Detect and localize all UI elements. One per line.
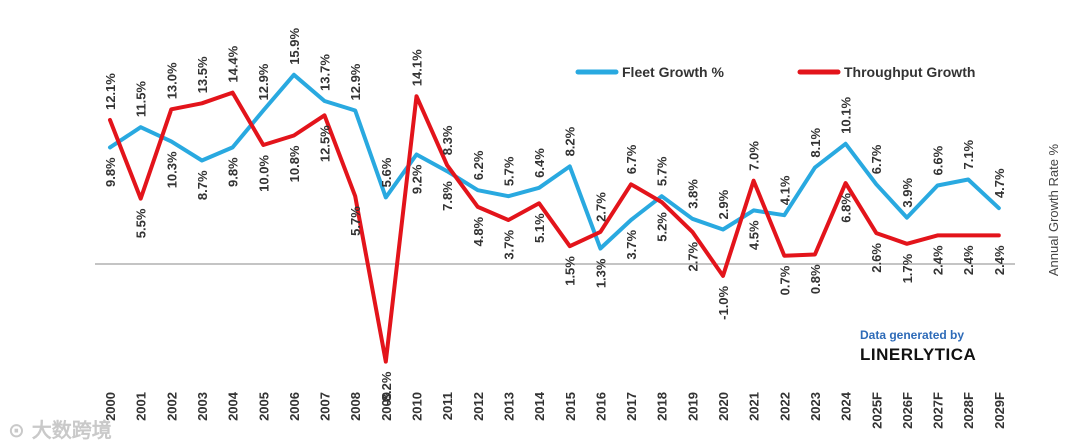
- throughput-data-label: 6.7%: [624, 144, 639, 174]
- fleet-data-label: 12.9%: [348, 63, 363, 100]
- x-tick-label: 2023: [808, 392, 823, 421]
- x-tick-label: 2027F: [931, 392, 946, 429]
- x-tick-label: 2017: [624, 392, 639, 421]
- fleet-data-label: 4.5%: [747, 220, 762, 250]
- throughput-data-label: 2.7%: [593, 192, 608, 222]
- throughput-data-label: 10.8%: [287, 145, 302, 182]
- fleet-data-label: 3.9%: [900, 178, 915, 208]
- x-tick-label: 2005: [256, 392, 271, 421]
- y-axis-label: Annual Growth Rate %: [1046, 143, 1061, 276]
- throughput-growth-line: [108, 90, 1001, 364]
- fleet-data-label: 2.9%: [716, 189, 731, 219]
- throughput-data-label: 2.4%: [931, 245, 946, 275]
- throughput-data-label: 1.5%: [563, 256, 578, 286]
- throughput-data-label: 1.7%: [900, 253, 915, 283]
- throughput-data-label: 5.2%: [655, 212, 670, 242]
- fleet-data-label: 5.7%: [501, 156, 516, 186]
- fleet-data-label: 9.8%: [226, 157, 241, 187]
- x-tick-label: 2021: [747, 392, 762, 421]
- x-tick-label: 2016: [593, 392, 608, 421]
- throughput-data-label: 5.1%: [532, 213, 547, 243]
- x-tick-label: 2003: [195, 392, 210, 421]
- fleet-data-label: 5.7%: [655, 156, 670, 186]
- x-tick-label: 2000: [103, 392, 118, 421]
- throughput-data-label: 2.4%: [961, 245, 976, 275]
- fleet-data-label: 4.1%: [777, 175, 792, 205]
- x-tick-label: 2012: [471, 392, 486, 421]
- throughput-data-label: 6.8%: [839, 193, 854, 223]
- throughput-data-label: 5.7%: [348, 206, 363, 236]
- legend-fleet-label: Fleet Growth %: [622, 64, 724, 80]
- fleet-data-label: 3.7%: [624, 230, 639, 260]
- fleet-data-label: 9.2%: [410, 164, 425, 194]
- x-tick-label: 2008: [348, 392, 363, 421]
- credit-caption: Data generated by: [860, 328, 965, 342]
- fleet-data-label: 6.7%: [869, 144, 884, 174]
- throughput-data-label: 14.4%: [226, 45, 241, 82]
- x-tick-label: 2001: [134, 392, 149, 421]
- x-tick-label: 2007: [318, 392, 333, 421]
- fleet-data-label: 1.3%: [593, 258, 608, 288]
- throughput-data-label: 4.8%: [471, 216, 486, 246]
- credit-brand: LINERLYTICA: [860, 345, 977, 364]
- throughput-data-label: 0.7%: [777, 265, 792, 295]
- throughput-data-label: 2.6%: [869, 243, 884, 273]
- legend-throughput-label: Throughput Growth: [844, 64, 975, 80]
- throughput-data-label: -1.0%: [716, 285, 731, 319]
- throughput-data-label: 0.8%: [808, 264, 823, 294]
- x-tick-label: 2028F: [961, 392, 976, 429]
- throughput-data-label: 3.7%: [501, 230, 516, 260]
- x-tick-label: 2009: [379, 392, 394, 421]
- fleet-data-label: 8.2%: [563, 126, 578, 156]
- x-tick-label: 2020: [716, 392, 731, 421]
- fleet-data-label: 10.3%: [164, 151, 179, 188]
- fleet-data-label: 10.1%: [839, 97, 854, 134]
- fleet-data-label: 9.8%: [103, 157, 118, 187]
- throughput-data-label: 2.7%: [685, 241, 700, 271]
- x-tick-label: 2015: [563, 392, 578, 421]
- x-tick-label: 2026F: [900, 392, 915, 429]
- fleet-data-label: 7.1%: [961, 139, 976, 169]
- throughput-data-label: 7.0%: [747, 141, 762, 171]
- x-tick-label: 2006: [287, 392, 302, 421]
- fleet-data-label: 15.9%: [287, 27, 302, 64]
- x-tick-label: 2018: [655, 392, 670, 421]
- x-tick-label: 2004: [226, 391, 241, 421]
- x-tick-label: 2013: [501, 392, 516, 421]
- fleet-data-label: 12.9%: [256, 63, 271, 100]
- fleet-data-label: 7.8%: [440, 181, 455, 211]
- fleet-data-label: 5.6%: [379, 157, 394, 187]
- throughput-data-label: 14.1%: [410, 49, 425, 86]
- x-tick-label: 2002: [164, 392, 179, 421]
- throughput-data-label: -8.2%: [379, 371, 394, 405]
- throughput-data-label: 2.4%: [992, 245, 1007, 275]
- x-tick-label: 2022: [777, 392, 792, 421]
- x-tick-label: 2024: [839, 391, 854, 421]
- fleet-data-label: 8.1%: [808, 128, 823, 158]
- x-tick-label: 2029F: [992, 392, 1007, 429]
- fleet-data-label: 3.8%: [685, 179, 700, 209]
- fleet-growth-line: [108, 72, 1001, 251]
- fleet-data-label: 11.5%: [134, 81, 149, 118]
- throughput-data-label: 12.1%: [103, 73, 118, 110]
- watermark: ⊙ 大数跨境: [8, 418, 112, 442]
- x-tick-label: 2010: [410, 392, 425, 421]
- throughput-data-label: 13.0%: [164, 62, 179, 99]
- x-tick-label: 2014: [532, 391, 547, 421]
- fleet-data-label: 13.7%: [318, 54, 333, 91]
- throughput-data-label: 12.5%: [318, 125, 333, 162]
- fleet-data-label: 4.7%: [992, 168, 1007, 198]
- x-tick-label: 2019: [685, 392, 700, 421]
- throughput-data-label: 13.5%: [195, 56, 210, 93]
- throughput-data-label: 8.3%: [440, 125, 455, 155]
- throughput-data-label: 10.0%: [256, 155, 271, 192]
- fleet-data-label: 8.7%: [195, 170, 210, 200]
- fleet-data-label: 6.2%: [471, 150, 486, 180]
- throughput-data-label: 5.5%: [134, 208, 149, 238]
- fleet-data-label: 6.4%: [532, 148, 547, 178]
- x-tick-label: 2011: [440, 392, 455, 420]
- fleet-data-label: 6.6%: [931, 145, 946, 175]
- x-tick-label: 2025F: [869, 392, 884, 429]
